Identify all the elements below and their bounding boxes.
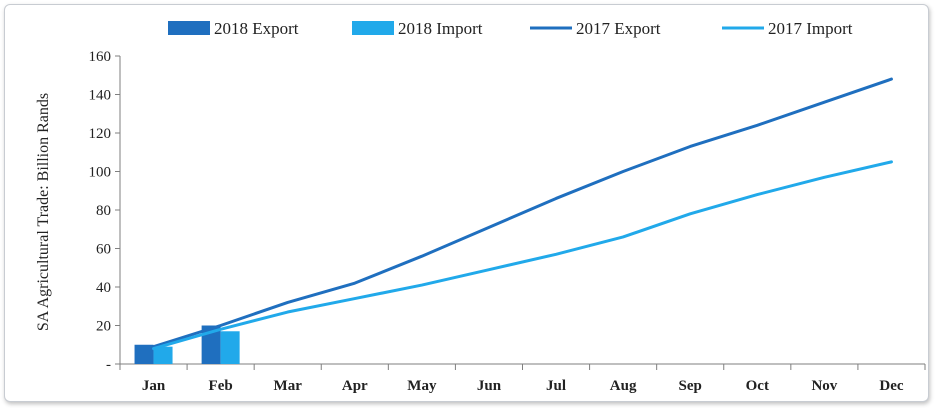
x-tick-label: Feb — [209, 378, 233, 394]
x-tick-label: Jun — [477, 378, 502, 394]
legend-label: 2017 Export — [576, 19, 661, 38]
x-tick-label: Mar — [274, 378, 303, 394]
x-tick-label: Apr — [342, 378, 368, 394]
bar-2018-import — [153, 346, 173, 364]
line-2017-import — [152, 160, 893, 351]
y-tick-label: 80 — [96, 203, 111, 219]
legend-swatch — [352, 21, 394, 35]
x-tick-label: Aug — [610, 378, 637, 394]
y-tick-label: 60 — [96, 242, 111, 258]
y-tick-label: - — [106, 357, 111, 373]
x-tick-label: Jul — [546, 378, 566, 394]
bar-2018-export — [201, 325, 221, 364]
chart-axes: - 20 40 60 80 100 120 140 160 Jan Feb Mar Apr May Jun J… — [89, 49, 926, 394]
chart-bars — [134, 325, 240, 364]
x-tick-label: Dec — [879, 378, 903, 394]
y-axis-label: SA Agricultural Trade: Billion Rands — [35, 93, 52, 331]
y-tick-label: 140 — [89, 88, 112, 104]
legend-label: 2018 Import — [398, 19, 483, 38]
x-tick-label: Nov — [811, 378, 837, 394]
bar-2018-import — [220, 331, 240, 364]
x-tick-label: May — [407, 378, 437, 394]
x-tick-label: Sep — [679, 378, 702, 394]
y-axis-label-group: SA Agricultural Trade: Billion Rands — [35, 93, 52, 331]
y-tick-label: 20 — [96, 319, 111, 335]
line-2017-export — [152, 77, 893, 349]
y-tick-label: 100 — [89, 165, 112, 181]
bar-2018-export — [134, 344, 154, 364]
x-tick-label: Oct — [746, 378, 769, 394]
y-tick-label: 40 — [96, 280, 111, 296]
y-tick-label: 160 — [89, 49, 112, 65]
chart-legend: 2018 Export 2018 Import 2017 Export 2017 Im… — [168, 19, 853, 38]
legend-swatch — [168, 21, 210, 35]
chart-frame — [4, 4, 929, 402]
y-tick-label: 120 — [89, 126, 112, 142]
chart-lines — [152, 77, 893, 351]
legend-label: 2018 Export — [214, 19, 299, 38]
legend-label: 2017 Import — [768, 19, 853, 38]
x-tick-label: Jan — [142, 378, 166, 394]
